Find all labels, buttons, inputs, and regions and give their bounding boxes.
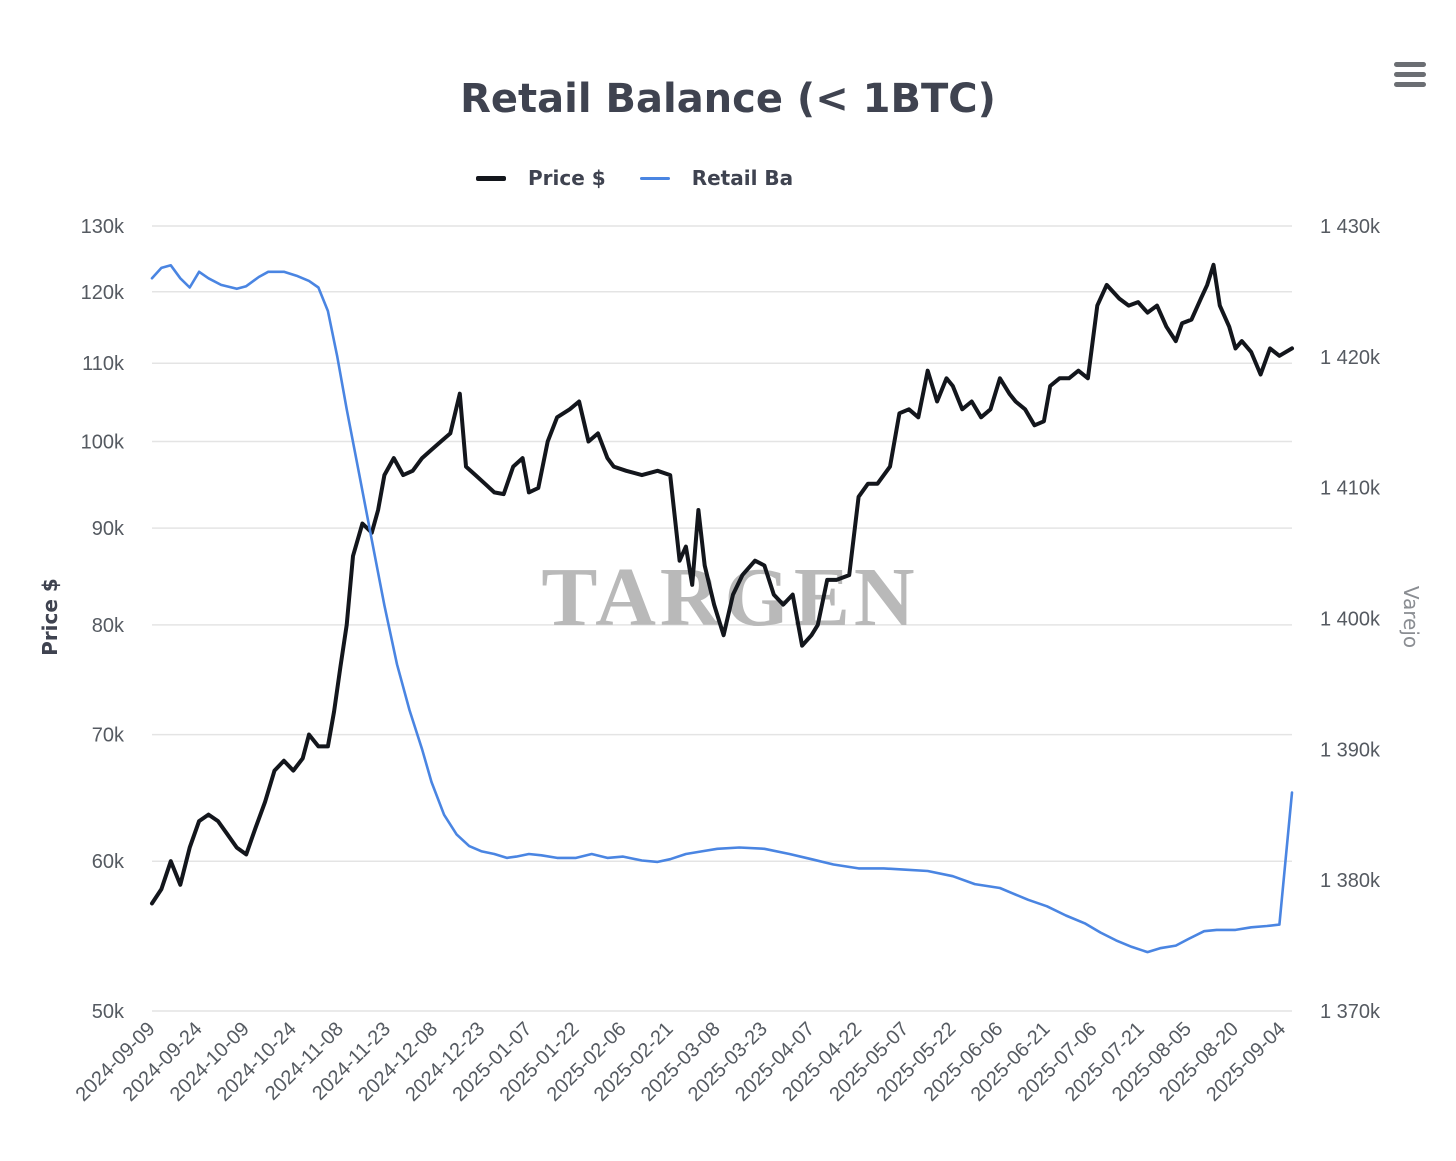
legend-label-price: Price $ xyxy=(528,166,606,190)
left-tick-label: 90k xyxy=(92,518,125,540)
series-line-price xyxy=(150,262,1294,906)
right-tick-label: 1 410k xyxy=(1320,478,1381,500)
chart-title: Retail Balance (< 1BTC) xyxy=(460,76,996,122)
right-tick-label: 1 400k xyxy=(1320,609,1381,631)
menu-bar xyxy=(1394,82,1426,87)
left-tick-label: 100k xyxy=(81,432,125,454)
left-tick-label: 60k xyxy=(92,851,125,873)
left-tick-label: 80k xyxy=(92,615,125,637)
series-line-retail xyxy=(150,263,1294,954)
right-tick-label: 1 420k xyxy=(1320,347,1381,369)
right-axis-ticks: 1 370k 1 380k 1 390k 1 400k 1 410k 1 420k 1 43… xyxy=(1320,216,1381,1023)
series-layer xyxy=(150,262,1294,954)
x-axis-ticks: 2024-09-092024-09-242024-10-092024-10-24… xyxy=(72,1018,1290,1106)
watermark: TARGEN xyxy=(541,551,918,644)
grid-lines xyxy=(152,225,1292,1012)
left-axis-title: Price $ xyxy=(38,578,62,656)
left-tick-label: 50k xyxy=(92,1001,125,1023)
legend-swatch-price xyxy=(476,175,506,181)
legend-label-retail: Retail Ba xyxy=(691,166,794,190)
left-tick-label: 120k xyxy=(81,282,125,304)
left-tick-label: 130k xyxy=(81,216,125,238)
legend-swatch-retail xyxy=(639,176,670,180)
menu-bar xyxy=(1394,62,1426,67)
right-tick-label: 1 430k xyxy=(1320,216,1381,238)
right-tick-label: 1 370k xyxy=(1320,1001,1381,1023)
legend: Price $ Retail Ba xyxy=(476,164,827,192)
legend-item-retail[interactable]: Retail Ba xyxy=(639,166,794,190)
left-tick-label: 110k xyxy=(82,353,125,375)
right-axis-title: Varejo xyxy=(1399,586,1423,648)
right-tick-label: 1 380k xyxy=(1320,870,1381,892)
right-tick-label: 1 390k xyxy=(1320,739,1381,761)
legend-item-price[interactable]: Price $ xyxy=(476,166,606,190)
menu-bar xyxy=(1394,72,1426,77)
left-tick-label: 70k xyxy=(92,725,125,747)
left-axis-ticks: 50k 60k 70k 80k 90k 100k 110k 120k 130k xyxy=(81,216,125,1023)
hamburger-menu-icon[interactable] xyxy=(1394,62,1426,92)
